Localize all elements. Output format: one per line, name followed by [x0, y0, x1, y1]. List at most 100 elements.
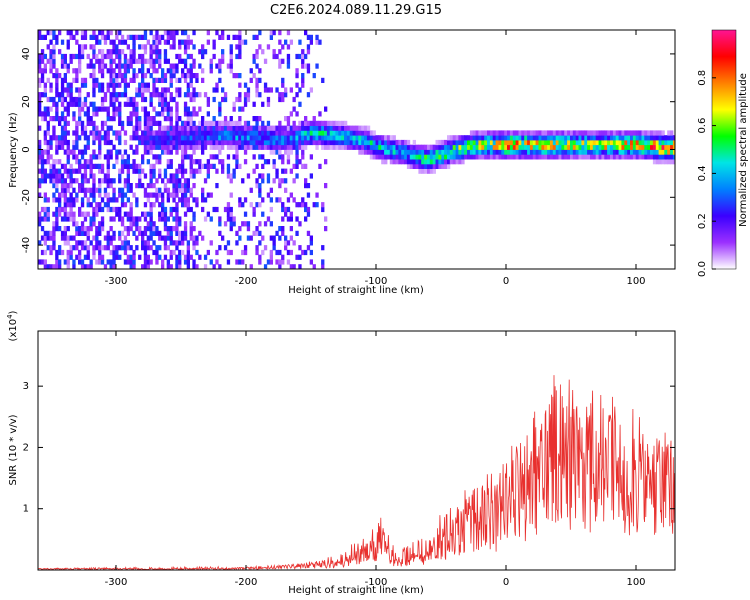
heatmap-cell — [449, 159, 454, 165]
heatmap-cell — [258, 254, 262, 260]
heatmap-cell — [169, 226, 173, 232]
heatmap-cell — [49, 68, 53, 74]
heatmap-cell — [120, 197, 125, 203]
heatmap-cell — [475, 139, 479, 146]
heatmap-cell — [166, 144, 170, 150]
heatmap-cell — [238, 53, 242, 60]
heatmap-cell — [198, 139, 202, 146]
heatmap-cell — [152, 92, 156, 98]
heatmap-cell — [212, 96, 216, 103]
heatmap-cell — [43, 130, 47, 136]
heatmap-cell — [103, 187, 108, 193]
heatmap-cell — [55, 111, 59, 117]
heatmap-cell — [100, 68, 105, 74]
heatmap-cell — [92, 206, 96, 213]
heatmap-cell — [306, 230, 311, 236]
heatmap-cell — [344, 144, 348, 150]
heatmap-cell — [226, 125, 231, 131]
heatmap-cell — [80, 240, 85, 246]
heatmap-cell — [255, 53, 259, 60]
heatmap-cell — [55, 92, 59, 98]
heatmap-cell — [183, 106, 188, 112]
heatmap-cell — [301, 149, 305, 155]
heatmap-cell — [278, 226, 282, 232]
heatmap-cell — [552, 154, 557, 160]
heatmap-cell — [86, 245, 90, 251]
heatmap-cell — [78, 211, 82, 217]
heatmap-cell — [346, 144, 351, 150]
heatmap-cell — [275, 125, 279, 131]
heatmap-cell — [72, 34, 76, 40]
heatmap-cell — [60, 230, 65, 236]
heatmap-cell — [223, 92, 228, 98]
heatmap-cell — [478, 130, 482, 136]
heatmap-cell — [92, 183, 96, 189]
heatmap-cell — [169, 192, 173, 198]
heatmap-cell — [664, 154, 668, 160]
heatmap-cell — [86, 159, 90, 165]
heatmap-cell — [163, 130, 168, 136]
heatmap-cell — [186, 68, 190, 74]
heatmap-cell — [658, 144, 662, 150]
heatmap-cell — [472, 149, 476, 155]
heatmap-cell — [66, 87, 70, 93]
heatmap-cell — [638, 135, 642, 141]
heatmap-cell — [43, 92, 47, 98]
heatmap-cell — [75, 68, 79, 74]
heatmap-cell — [226, 139, 231, 146]
heatmap-cell — [529, 135, 534, 141]
heatmap-cell — [584, 154, 588, 160]
heatmap-cell — [132, 106, 136, 112]
heatmap-cell — [324, 139, 328, 146]
heatmap-cell — [92, 154, 96, 160]
heatmap-cell — [92, 135, 96, 141]
heatmap-cell — [189, 135, 193, 141]
heatmap-cell — [49, 249, 53, 256]
heatmap-cell — [427, 163, 431, 169]
heatmap-cell — [189, 63, 193, 69]
heatmap-cell — [89, 120, 93, 126]
heatmap-cell — [58, 116, 62, 122]
heatmap-cell — [424, 144, 428, 150]
heatmap-cell — [392, 144, 396, 150]
heatmap-cell — [69, 87, 73, 93]
heatmap-cell — [458, 139, 462, 146]
heatmap-cell — [235, 120, 239, 126]
heatmap-cell — [395, 154, 399, 160]
heatmap-cell — [621, 130, 625, 136]
heatmap-cell — [172, 206, 176, 213]
heatmap-cell — [501, 130, 505, 136]
heatmap-cell — [329, 135, 333, 141]
heatmap-cell — [306, 183, 311, 189]
heatmap-cell — [281, 44, 285, 50]
heatmap-cell — [181, 197, 185, 203]
heatmap-cell — [186, 240, 190, 246]
heatmap-cell — [424, 159, 428, 165]
heatmap-cell — [92, 173, 96, 179]
heatmap-cell — [304, 163, 308, 169]
heatmap-cell — [315, 39, 319, 45]
heatmap-cell — [226, 202, 231, 208]
heatmap-cell — [544, 135, 548, 141]
heatmap-cell — [469, 139, 474, 146]
heatmap-cell — [55, 77, 59, 83]
heatmap-cell — [223, 245, 228, 251]
heatmap-cell — [52, 101, 56, 107]
heatmap-cell — [129, 216, 133, 222]
heatmap-cell — [181, 120, 185, 126]
heatmap-cell — [186, 130, 190, 136]
heatmap-cell — [103, 202, 108, 208]
heatmap-cell — [55, 168, 59, 174]
heatmap-cell — [229, 125, 233, 131]
heatmap-cell — [146, 226, 150, 232]
heatmap-cell — [161, 211, 165, 217]
heatmap-cell — [183, 49, 188, 55]
heatmap-cell — [192, 44, 196, 50]
heatmap-cell — [221, 87, 225, 93]
heatmap-cell — [672, 149, 675, 155]
heatmap-cell — [106, 235, 110, 241]
heatmap-cell — [223, 206, 228, 213]
heatmap-cell — [655, 130, 660, 136]
heatmap-cell — [80, 187, 85, 193]
heatmap-cell — [69, 183, 73, 189]
